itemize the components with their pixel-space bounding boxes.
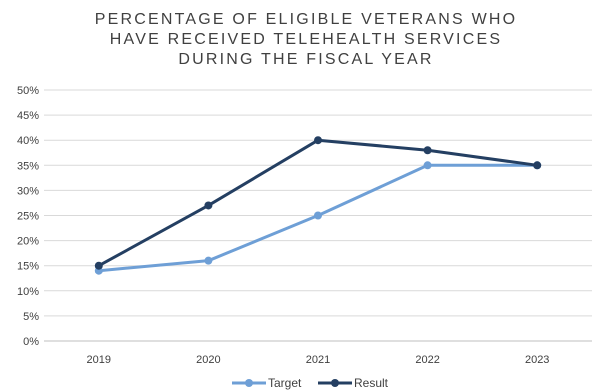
data-point-result bbox=[423, 146, 432, 155]
y-tick-label: 50% bbox=[17, 85, 39, 97]
y-axis-tick-labels: 0% 5% 10% 15% 20% 25% 30% 35% 40% 45% 50% bbox=[17, 85, 39, 348]
y-tick-label: 35% bbox=[17, 160, 39, 172]
data-point-target bbox=[423, 161, 432, 170]
x-tick-label: 2019 bbox=[87, 354, 111, 366]
x-tick-label: 2022 bbox=[415, 354, 439, 366]
data-point-result bbox=[204, 201, 213, 210]
y-tick-label: 30% bbox=[17, 185, 39, 197]
y-tick-label: 15% bbox=[17, 261, 39, 273]
y-tick-label: 45% bbox=[17, 110, 39, 122]
data-point-result bbox=[94, 261, 103, 270]
x-tick-label: 2023 bbox=[525, 354, 549, 366]
legend-label-target: Target bbox=[268, 376, 302, 390]
x-tick-label: 2021 bbox=[306, 354, 330, 366]
legend: Target Result bbox=[232, 376, 389, 390]
y-tick-label: 10% bbox=[17, 286, 39, 298]
y-tick-label: 0% bbox=[23, 336, 39, 348]
chart-title-line-1: PERCENTAGE OF ELIGIBLE VETERANS WHO bbox=[95, 11, 518, 28]
data-point-result bbox=[533, 161, 542, 170]
y-tick-label: 5% bbox=[23, 311, 39, 323]
data-point-result bbox=[314, 136, 322, 145]
legend-marker-result bbox=[331, 379, 339, 387]
chart-title: PERCENTAGE OF ELIGIBLE VETERANS WHO HAVE… bbox=[95, 11, 518, 68]
legend-label-result: Result bbox=[354, 376, 389, 390]
series-lines bbox=[94, 136, 542, 275]
y-tick-label: 20% bbox=[17, 236, 39, 248]
legend-marker-target bbox=[245, 379, 253, 387]
series-target bbox=[94, 161, 542, 275]
data-point-target bbox=[204, 256, 213, 265]
series-line-result bbox=[97, 138, 539, 268]
x-axis-tick-labels: 2019 2020 2021 2022 2023 bbox=[87, 354, 550, 366]
data-point-target bbox=[314, 211, 322, 220]
series-result bbox=[94, 136, 542, 270]
x-tick-label: 2020 bbox=[196, 354, 220, 366]
chart-title-line-3: DURING THE FISCAL YEAR bbox=[178, 51, 433, 68]
y-tick-label: 40% bbox=[17, 135, 39, 147]
chart-title-line-2: HAVE RECEIVED TELEHEALTH SERVICES bbox=[110, 31, 502, 48]
y-tick-label: 25% bbox=[17, 211, 39, 223]
